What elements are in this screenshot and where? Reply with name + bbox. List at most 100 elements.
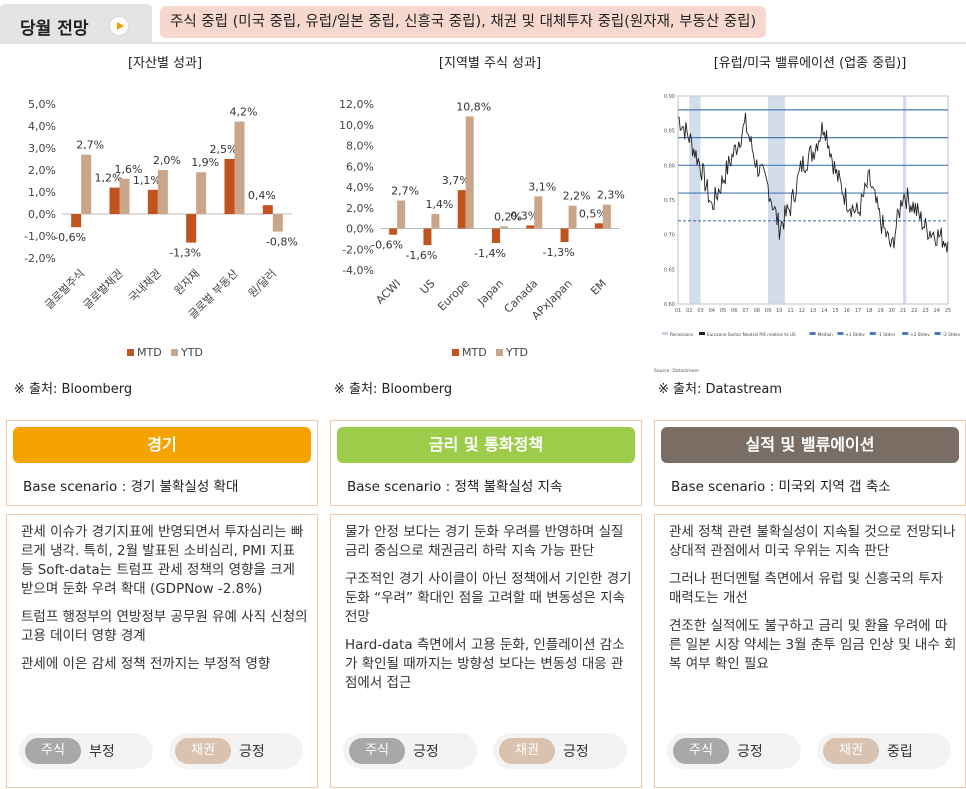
recession-band <box>689 96 701 304</box>
bar-mtd <box>457 190 466 229</box>
legend-label: +1 Stdev <box>845 332 865 337</box>
data-label: 2,7% <box>391 184 419 197</box>
bar-mtd <box>109 187 120 214</box>
header-tab: 당월 전망 <box>0 4 152 44</box>
header-divider <box>152 42 966 44</box>
x-tick-label: 16 <box>844 308 850 314</box>
y-tick-label: 0.65 <box>664 267 675 273</box>
x-tick-label: 15 <box>832 308 838 314</box>
x-category-label: 국내채권 <box>126 267 164 305</box>
card-paragraph: 관세 정책 관련 불확실성이 지속될 것으로 전망되나 상대적 관점에서 미국 … <box>669 524 956 559</box>
data-label: -0,6% <box>371 239 403 252</box>
card-body: 물가 안정 보다는 경기 둔화 우려를 반영하며 실질금리 중심으로 채권금리 … <box>330 514 642 788</box>
data-label: 1,1% <box>133 174 161 187</box>
card-head: 경기 <box>13 427 311 463</box>
legend-label: MTD <box>137 346 162 359</box>
card-paragraph: 관세 이슈가 경기지표에 반영되면서 투자심리는 빠르게 냉각. 특히, 2월 … <box>21 524 304 597</box>
data-label: 10,8% <box>456 100 491 113</box>
legend-swatch <box>934 332 941 335</box>
data-label: 3,7% <box>442 174 470 187</box>
y-tick-label: 1,0% <box>28 186 56 199</box>
legend-swatch <box>699 332 705 335</box>
pill-value: 중립 <box>887 744 913 760</box>
legend-swatch <box>902 332 909 335</box>
y-tick-label: -4,0% <box>342 264 374 277</box>
y-tick-label: -2,0% <box>24 252 56 265</box>
legend-label: -2 Stdev <box>943 332 961 337</box>
y-tick-label: 2,0% <box>28 164 56 177</box>
x-tick-label: 25 <box>945 308 951 314</box>
card-paragraph: 관세에 이은 감세 정책 전까지는 부정적 영향 <box>21 656 271 672</box>
card-scenario: Base scenario : 경기 불확실성 확대 <box>23 479 239 495</box>
data-label: 1,4% <box>425 198 453 211</box>
stance-pill-equity: 주식 긍정 <box>343 733 477 769</box>
data-label: 1,9% <box>191 156 219 169</box>
play-circle-icon[interactable] <box>109 16 129 36</box>
x-category-label: ACWI <box>373 277 403 307</box>
data-label: 0,2% <box>494 210 522 223</box>
data-label: 3,1% <box>528 180 556 193</box>
bar-ytd <box>465 116 474 229</box>
x-tick-label: 06 <box>731 308 737 314</box>
card-text: 관세 이슈가 경기지표에 반영되면서 투자심리는 빠르게 냉각. 특히, 2월 … <box>21 523 309 683</box>
x-category-label: Japan <box>475 277 507 309</box>
stance-pill-equity: 주식 긍정 <box>667 733 801 769</box>
y-tick-label: 0.85 <box>664 129 675 135</box>
x-tick-label: 08 <box>754 308 760 314</box>
pill-value: 긍정 <box>563 744 589 760</box>
card-top: 금리 및 통화정책 Base scenario : 정책 불확실성 지속 <box>330 420 642 506</box>
chart-title: [지역별 주식 성과] <box>438 56 542 71</box>
x-tick-label: 24 <box>934 308 940 314</box>
y-tick-label: 3,0% <box>28 142 56 155</box>
bar-mtd <box>71 214 82 228</box>
x-tick-label: 18 <box>866 308 872 314</box>
bar-ytd <box>119 178 130 214</box>
pill-value: 긍정 <box>413 744 439 760</box>
data-label: 2,0% <box>153 154 181 167</box>
data-label: 2,3% <box>597 189 625 202</box>
data-label: 1,2% <box>95 172 123 185</box>
card-paragraph: 물가 안정 보다는 경기 둔화 우려를 반영하며 실질금리 중심으로 채권금리 … <box>345 524 624 559</box>
x-tick-label: 11 <box>787 308 793 314</box>
bar-ytd <box>500 226 508 229</box>
data-label: -1,6% <box>405 249 437 262</box>
data-label: -0,8% <box>266 236 298 249</box>
y-tick-label: 0.60 <box>664 302 675 308</box>
y-tick-label: 2,0% <box>346 202 374 215</box>
y-tick-label: 0.75 <box>664 198 675 204</box>
x-category-label: EM <box>588 277 609 298</box>
recession-band <box>768 96 785 304</box>
bar-ytd <box>234 121 245 214</box>
data-label: 4,2% <box>230 106 258 119</box>
bar-mtd <box>594 223 603 229</box>
y-tick-label: 0,0% <box>346 223 374 236</box>
x-tick-label: 12 <box>799 308 805 314</box>
chart-title: [자산별 성과] <box>127 56 203 71</box>
x-tick-label: 22 <box>911 308 917 314</box>
card-head: 금리 및 통화정책 <box>337 427 635 463</box>
outlook-summary: 주식 중립 (미국 중립, 유럽/일본 중립, 신흥국 중립), 채권 및 대체… <box>160 6 767 38</box>
pill-tag: 주식 <box>673 738 729 764</box>
legend-swatch <box>869 332 876 335</box>
bar-ytd <box>534 196 543 229</box>
x-tick-label: 17 <box>855 308 861 314</box>
bar-mtd <box>560 228 569 242</box>
valuation-chart: [유럽/미국 밸류에이션 (업종 중립)] 0.90 0.85 0.80 0.75 0.… <box>654 52 966 374</box>
legend-label: YTD <box>505 346 528 359</box>
x-tick-label: 10 <box>776 308 782 314</box>
regional-equity-svg: 12,0% 10,0% 8,0% 6,0% 4,0% 2,0% 0,0% -2,0% -4,0%… <box>339 98 625 359</box>
pill-tag: 채권 <box>175 738 231 764</box>
y-tick-label: 8,0% <box>346 140 374 153</box>
data-label: 1,6% <box>115 163 143 176</box>
stance-pill-bond: 채권 긍정 <box>493 733 627 769</box>
card-text: 물가 안정 보다는 경기 둔화 우려를 반영하며 실질금리 중심으로 채권금리 … <box>345 523 633 702</box>
data-label: 2,7% <box>76 139 104 152</box>
legend-swatch <box>809 332 816 335</box>
y-tick-label: 12,0% <box>339 98 374 111</box>
data-label: 0,5% <box>579 207 607 220</box>
card-body: 관세 이슈가 경기지표에 반영되면서 투자심리는 빠르게 냉각. 특히, 2월 … <box>6 514 318 788</box>
x-tick-label: 05 <box>720 308 726 314</box>
x-tick-label: 04 <box>709 308 715 314</box>
card-paragraph: 견조한 실적에도 불구하고 금리 및 환율 우려에 따른 일본 시장 약세는 3… <box>669 618 957 672</box>
legend-label: Median <box>818 332 834 337</box>
